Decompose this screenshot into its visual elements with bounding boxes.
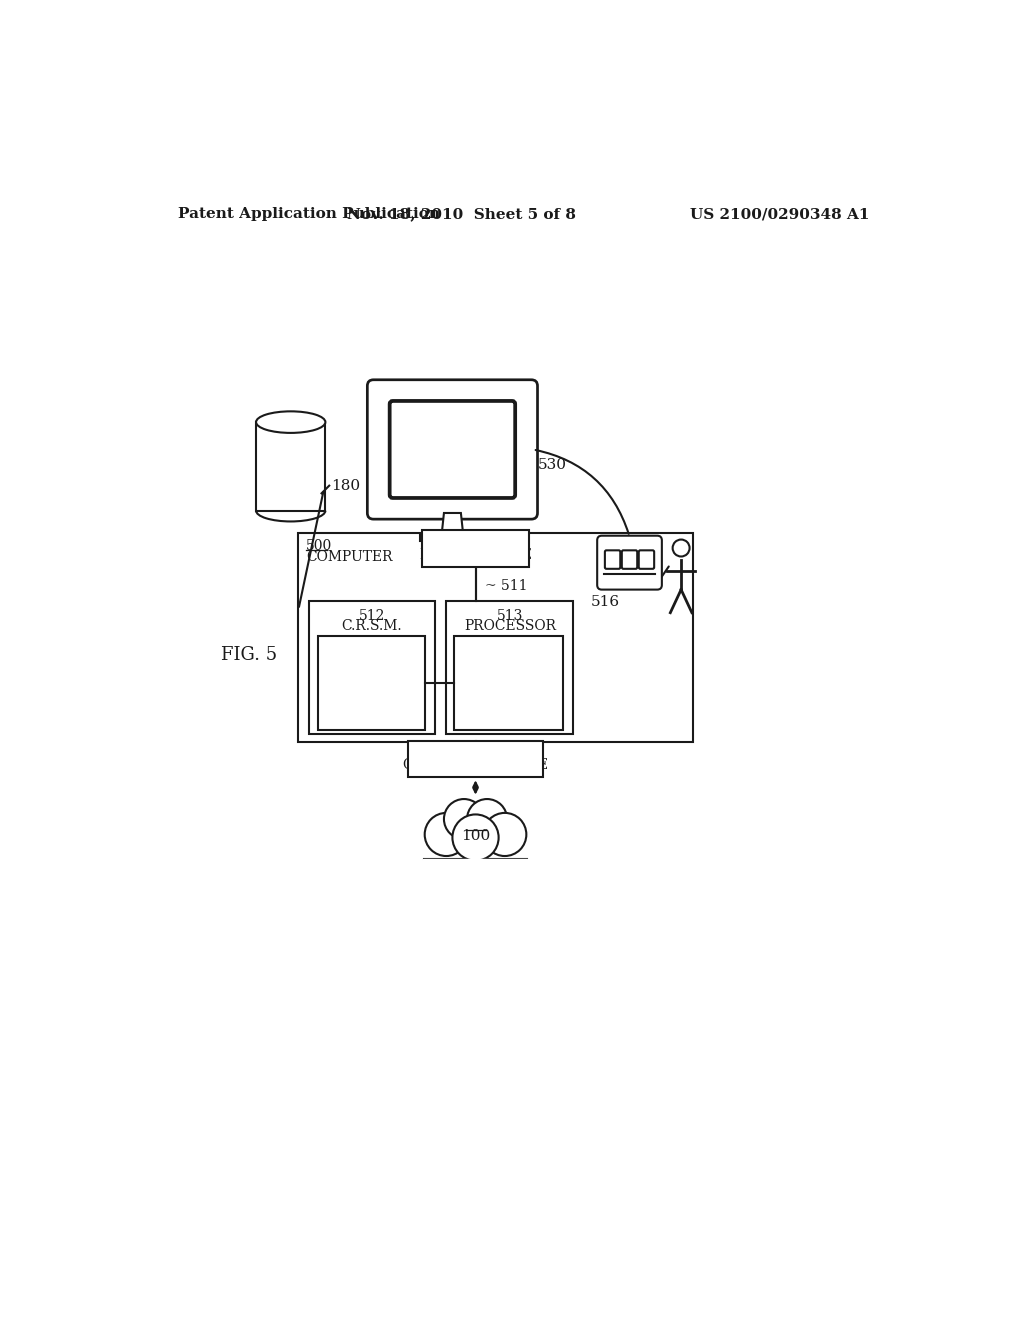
Text: C.R.S.M.: C.R.S.M. (342, 619, 402, 632)
Text: 180: 180 (331, 479, 359, 492)
Text: NETWORK: NETWORK (333, 656, 411, 669)
Text: NETWORK: NETWORK (470, 656, 548, 669)
Text: I/O INTERFACE: I/O INTERFACE (420, 548, 531, 561)
Text: 512: 512 (358, 609, 385, 623)
Circle shape (444, 799, 484, 840)
Text: PROCESSOR: PROCESSOR (464, 619, 556, 632)
Circle shape (483, 813, 526, 857)
Text: 500: 500 (306, 539, 333, 553)
Text: 514: 514 (462, 537, 488, 552)
FancyBboxPatch shape (622, 550, 637, 569)
Bar (298, 533, 692, 742)
Bar (454, 636, 563, 730)
Text: 530: 530 (538, 458, 566, 471)
Text: APPLICATION: APPLICATION (322, 668, 422, 681)
Text: Nov. 18, 2010  Sheet 5 of 8: Nov. 18, 2010 Sheet 5 of 8 (347, 207, 577, 222)
Bar (420, 535, 485, 541)
Bar (256, 422, 326, 511)
Text: 140-1: 140-1 (351, 644, 391, 657)
Text: COMM. INTERFACE: COMM. INTERFACE (403, 758, 548, 772)
Bar (422, 529, 528, 566)
Text: COMPUTER: COMPUTER (306, 550, 392, 565)
Bar (409, 741, 543, 777)
Bar (317, 636, 425, 730)
Circle shape (453, 814, 499, 861)
Text: 100: 100 (461, 829, 490, 843)
Text: 516: 516 (591, 595, 621, 609)
FancyBboxPatch shape (605, 550, 621, 569)
Text: PROCESS: PROCESS (473, 668, 544, 681)
Polygon shape (441, 513, 463, 535)
FancyBboxPatch shape (639, 550, 654, 569)
Circle shape (425, 813, 468, 857)
Text: US 2100/0290348 A1: US 2100/0290348 A1 (690, 207, 869, 222)
Text: ~ 511: ~ 511 (484, 578, 527, 593)
Circle shape (467, 799, 507, 840)
FancyBboxPatch shape (368, 380, 538, 519)
Text: FIG. 5: FIG. 5 (221, 645, 278, 664)
Text: 513: 513 (497, 609, 523, 623)
Ellipse shape (256, 412, 326, 433)
FancyBboxPatch shape (390, 401, 515, 498)
Text: Patent Application Publication: Patent Application Publication (178, 207, 440, 222)
FancyBboxPatch shape (597, 536, 662, 590)
Text: 140-2: 140-2 (488, 644, 528, 657)
Bar (309, 601, 435, 734)
FancyArrowPatch shape (536, 450, 629, 533)
Circle shape (673, 540, 689, 557)
Text: 517: 517 (462, 748, 488, 762)
Bar (446, 601, 573, 734)
